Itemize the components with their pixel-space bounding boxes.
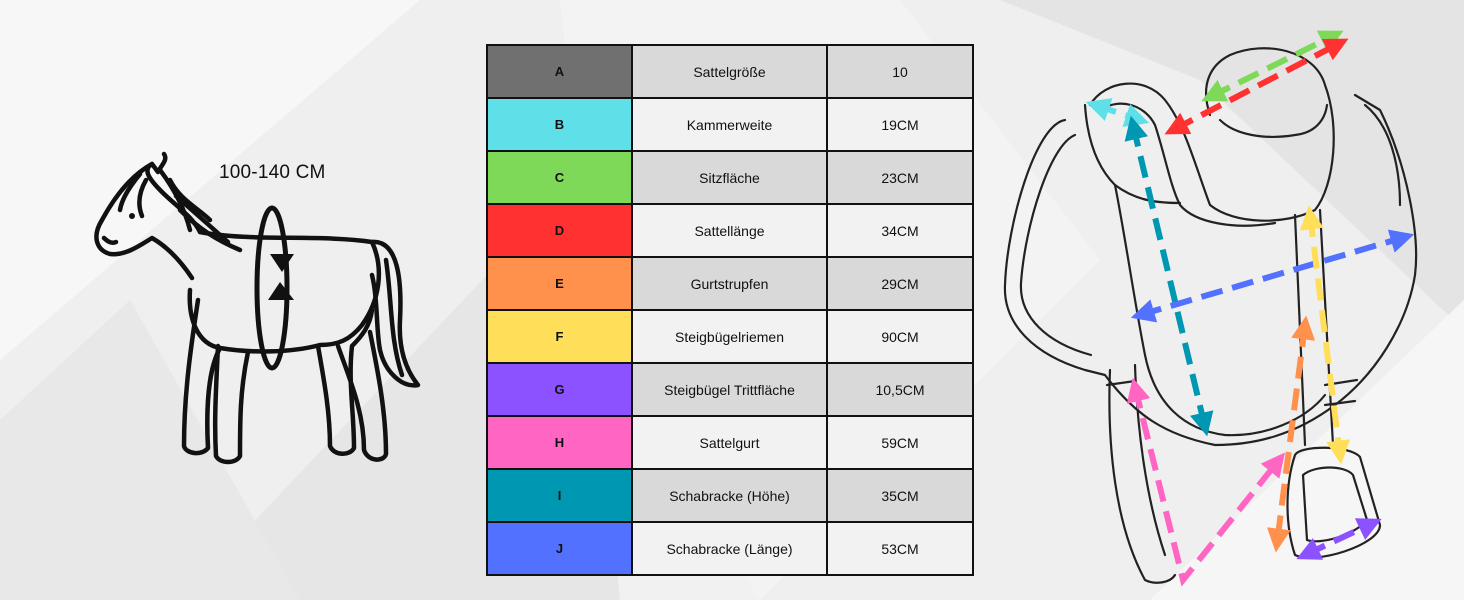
measurement-value: 34CM <box>826 203 974 258</box>
table-row: A Sattelgröße 10 <box>486 44 974 99</box>
code-cell: A <box>486 44 633 99</box>
code-cell: D <box>486 203 633 258</box>
measurement-value: 19CM <box>826 97 974 152</box>
measurement-name: Kammerweite <box>631 97 828 152</box>
table-row: H Sattelgurt 59CM <box>486 415 974 470</box>
measurement-value: 53CM <box>826 521 974 576</box>
measurement-value: 10,5CM <box>826 362 974 417</box>
measurement-name: Sattellänge <box>631 203 828 258</box>
measurement-name: Sattelgröße <box>631 44 828 99</box>
code-cell: J <box>486 521 633 576</box>
code-cell: F <box>486 309 633 364</box>
measurement-name: Gurtstrupfen <box>631 256 828 311</box>
measurement-name: Sattelgurt <box>631 415 828 470</box>
code-cell: E <box>486 256 633 311</box>
measurement-name: Sitzfläche <box>631 150 828 205</box>
code-cell: H <box>486 415 633 470</box>
table-row: G Steigbügel Trittfläche 10,5CM <box>486 362 974 417</box>
measurement-value: 35CM <box>826 468 974 523</box>
horse-height-label: 100-140 CM <box>219 162 326 183</box>
table-row: D Sattellänge 34CM <box>486 203 974 258</box>
measurement-value: 23CM <box>826 150 974 205</box>
measurement-value: 10 <box>826 44 974 99</box>
saddle-illustration <box>1003 30 1418 587</box>
measurement-table: A Sattelgröße 10 B Kammerweite 19CM C Si… <box>486 44 974 576</box>
table-row: E Gurtstrupfen 29CM <box>486 256 974 311</box>
code-cell: B <box>486 97 633 152</box>
measurement-value: 90CM <box>826 309 974 364</box>
table-row: J Schabracke (Länge) 53CM <box>486 521 974 576</box>
measurement-value: 29CM <box>826 256 974 311</box>
code-cell: G <box>486 362 633 417</box>
measurement-name: Steigbügel Trittfläche <box>631 362 828 417</box>
measurement-name: Steigbügelriemen <box>631 309 828 364</box>
table-row: B Kammerweite 19CM <box>486 97 974 152</box>
table-row: I Schabracke (Höhe) 35CM <box>486 468 974 523</box>
code-cell: C <box>486 150 633 205</box>
table-row: C Sitzfläche 23CM <box>486 150 974 205</box>
horse-illustration <box>94 151 421 465</box>
measurement-value: 59CM <box>826 415 974 470</box>
code-cell: I <box>486 468 633 523</box>
measurement-name: Schabracke (Länge) <box>631 521 828 576</box>
table-row: F Steigbügelriemen 90CM <box>486 309 974 364</box>
measurement-name: Schabracke (Höhe) <box>631 468 828 523</box>
